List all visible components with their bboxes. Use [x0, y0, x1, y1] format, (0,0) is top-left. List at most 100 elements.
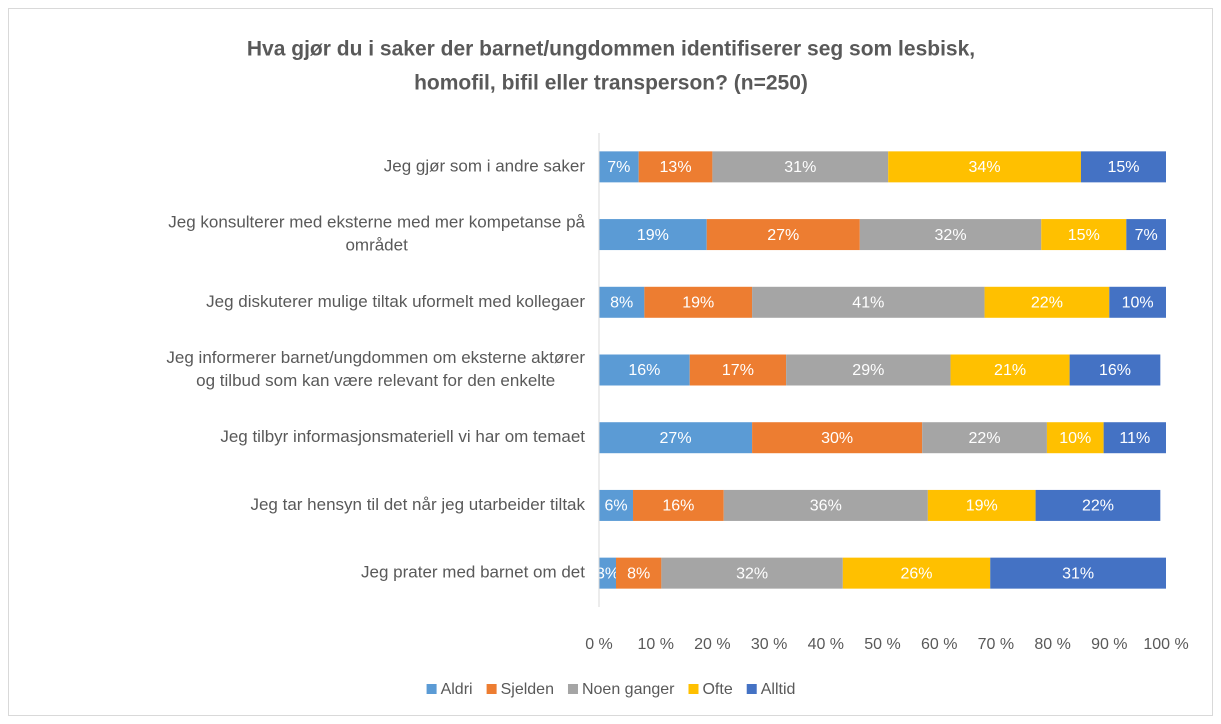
bar-segment	[786, 354, 951, 386]
data-label: 16%	[1099, 362, 1131, 379]
y-tick-label: Jeg diskuterer mulige tiltak uformelt me…	[206, 292, 585, 311]
legend-swatch	[688, 684, 699, 694]
data-label: 26%	[901, 565, 933, 582]
legend-swatch	[567, 684, 578, 694]
bar-segment	[984, 286, 1110, 318]
x-tick-label: 100 %	[1143, 636, 1188, 653]
chart-title: Hva gjør du i saker der barnet/ungdommen…	[247, 38, 975, 61]
bar-segment	[1109, 286, 1166, 318]
data-label: 31%	[784, 159, 816, 176]
data-label: 22%	[1082, 498, 1114, 515]
bar-segment	[888, 151, 1081, 183]
data-label: 27%	[767, 227, 799, 244]
bar-segment	[616, 557, 662, 589]
data-label: 30%	[821, 430, 853, 447]
bar-segment	[599, 489, 634, 521]
bar-segment	[599, 151, 639, 183]
y-tick-label: Jeg tar hensyn til det når jeg utarbeide…	[250, 495, 585, 514]
bar-segment	[661, 557, 843, 589]
y-tick-label: Jeg konsulterer med eksterne med mer kom…	[168, 213, 585, 232]
x-tick-label: 90 %	[1091, 636, 1127, 653]
x-tick-label: 30 %	[751, 636, 787, 653]
data-label: 10%	[1059, 430, 1091, 447]
data-label: 19%	[637, 227, 669, 244]
bar-segment	[638, 151, 713, 183]
y-tick-label: Jeg tilbyr informasjonsmateriell vi har …	[220, 427, 585, 446]
bar-segment	[599, 219, 707, 251]
data-label: 8%	[627, 565, 650, 582]
data-label: 19%	[966, 498, 998, 515]
legend-swatch	[746, 684, 757, 694]
x-tick-label: 80 %	[1034, 636, 1070, 653]
data-label: 15%	[1068, 227, 1100, 244]
bar-segment	[1069, 354, 1161, 386]
x-tick-label: 70 %	[978, 636, 1014, 653]
x-tick-label: 0 %	[585, 636, 613, 653]
bar-segment	[752, 422, 923, 454]
data-label: 7%	[607, 159, 630, 176]
x-tick-label: 60 %	[921, 636, 957, 653]
bar-segment	[1126, 219, 1166, 251]
y-tick-label: Jeg informerer barnet/ungdommen om ekste…	[166, 348, 585, 367]
bar-segment	[950, 354, 1070, 386]
bar-segment	[859, 219, 1042, 251]
data-label: 32%	[935, 227, 967, 244]
data-label: 27%	[660, 430, 692, 447]
bar-segment	[599, 354, 690, 386]
legend-label: Alltid	[761, 681, 796, 698]
data-label: 36%	[810, 498, 842, 515]
data-label: 29%	[852, 362, 884, 379]
data-label: 8%	[610, 295, 633, 312]
bar-segment	[633, 489, 724, 521]
legend-swatch	[426, 684, 437, 694]
bar-segment	[1103, 422, 1166, 454]
bar-segment	[689, 354, 787, 386]
data-label: 17%	[722, 362, 754, 379]
data-label: 19%	[682, 295, 714, 312]
bar-segment	[990, 557, 1166, 589]
bar-segment	[1035, 489, 1161, 521]
x-tick-label: 40 %	[808, 636, 844, 653]
y-tick-label: og tilbud som kan være relevant for den …	[196, 371, 555, 390]
legend-label: Sjelden	[501, 681, 554, 698]
data-label: 31%	[1062, 565, 1094, 582]
data-label: 11%	[1119, 430, 1150, 447]
y-tick-label: Jeg prater med barnet om det	[361, 563, 585, 582]
data-label: 7%	[1135, 227, 1158, 244]
data-label: 22%	[969, 430, 1001, 447]
data-label: 10%	[1122, 295, 1154, 312]
data-label: 32%	[736, 565, 768, 582]
bar-segment	[644, 286, 753, 318]
y-tick-label: Jeg gjør som i andre saker	[384, 156, 586, 175]
x-tick-label: 10 %	[637, 636, 673, 653]
chart-title: homofil, bifil eller transperson? (n=250…	[414, 72, 808, 95]
data-label: 22%	[1031, 295, 1063, 312]
bar-segment	[842, 557, 991, 589]
data-label: 13%	[660, 159, 692, 176]
x-tick-label: 20 %	[694, 636, 730, 653]
data-label: 15%	[1107, 159, 1139, 176]
data-label: 3%	[596, 565, 619, 582]
data-label: 16%	[628, 362, 660, 379]
bar-segment	[1041, 219, 1127, 251]
bar-segment	[712, 151, 889, 183]
x-tick-label: 50 %	[864, 636, 900, 653]
bar-segment	[927, 489, 1036, 521]
bar-segment	[752, 286, 985, 318]
legend-label: Ofte	[702, 681, 732, 698]
bar-segment	[1080, 151, 1166, 183]
y-tick-label: området	[345, 236, 408, 255]
bar-segment	[599, 286, 645, 318]
legend-label: Noen ganger	[582, 681, 675, 698]
data-label: 21%	[994, 362, 1026, 379]
bar-segment	[706, 219, 860, 251]
bar-segment	[922, 422, 1047, 454]
bar-segment	[599, 422, 753, 454]
data-label: 34%	[969, 159, 1001, 176]
legend-swatch	[486, 684, 497, 694]
data-label: 6%	[604, 498, 627, 515]
legend-label: Aldri	[441, 681, 473, 698]
bar-segment	[599, 557, 617, 589]
data-label: 16%	[662, 498, 694, 515]
